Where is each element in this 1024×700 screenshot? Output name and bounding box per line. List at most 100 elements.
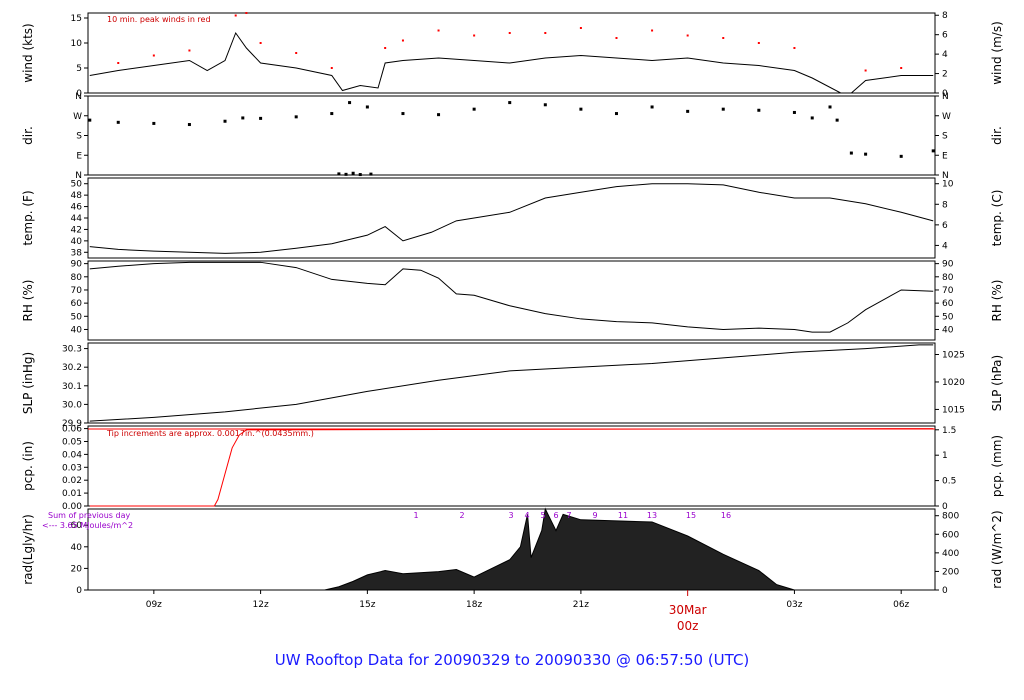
- panel-frame: [87, 425, 936, 507]
- date-label: 30Mar: [669, 603, 707, 617]
- radiation-sum-note: Sum of previous day: [48, 511, 130, 520]
- left-tick-label: 0.06: [62, 425, 82, 435]
- panel-frame: [87, 260, 936, 341]
- title-prefix: UW Rooftop Data for: [274, 651, 429, 669]
- left-tick-label: 70: [71, 286, 83, 296]
- right-tick-label: 10: [942, 180, 954, 190]
- peak-wind-mark: [384, 47, 387, 49]
- left-tick-label: 20: [71, 564, 83, 574]
- direction-point: [259, 116, 263, 120]
- direction-point: [931, 149, 935, 153]
- left-tick-label: 60: [71, 299, 83, 309]
- x-tick-label: 06z: [893, 600, 909, 610]
- direction-point: [344, 172, 348, 176]
- left-tick-label: 40: [71, 237, 83, 247]
- direction-point: [508, 101, 512, 105]
- y-axis-label-left: SLP (inHg): [21, 352, 35, 414]
- peak-wind-mark: [722, 37, 725, 39]
- right-tick-label: 40: [942, 325, 954, 335]
- y-axis-label-right: SLP (hPa): [990, 355, 1004, 411]
- left-tick-label: 40: [71, 325, 83, 335]
- direction-point: [543, 103, 547, 107]
- left-tick-label: N: [75, 171, 82, 181]
- left-tick-label: 90: [71, 260, 83, 270]
- direction-point: [351, 171, 355, 175]
- peak-wind-mark: [757, 42, 760, 44]
- peak-wind-mark: [188, 49, 191, 52]
- y-axis-label-left: RH (%): [21, 280, 35, 322]
- radiation-sum-value: <--- 3.65 MJoules/m^2: [42, 521, 133, 530]
- left-tick-label: 0.04: [62, 450, 82, 460]
- radiation-area: [324, 507, 795, 591]
- right-tick-label: 4: [942, 50, 948, 60]
- left-tick-label: 80: [71, 273, 83, 283]
- title-timezone: (UTC): [707, 651, 750, 669]
- right-tick-label: 0: [942, 586, 948, 596]
- peak-wind-mark: [245, 12, 248, 14]
- left-tick-label: 0.00: [62, 502, 82, 512]
- left-tick-label: 48: [71, 191, 83, 201]
- hour-label: 4: [524, 511, 529, 520]
- hour-label: 16: [721, 511, 731, 520]
- hour-label: 13: [647, 511, 657, 520]
- peak-wind-mark: [437, 29, 440, 32]
- panel-pcp: 0.00 0.01 0.02 0.03 0.04 0.05 0.06 0 0.5 1 1.5 pcp.…: [21, 425, 1004, 512]
- right-tick-label: 0: [942, 89, 948, 99]
- left-tick-label: 0.01: [62, 489, 82, 499]
- direction-point: [828, 105, 832, 109]
- series-line-pcp: [89, 428, 934, 507]
- direction-point: [241, 116, 245, 120]
- right-tick-label: 0.5: [942, 477, 956, 487]
- x-tick-label: 15z: [359, 600, 375, 610]
- peak-wind-mark: [234, 14, 237, 17]
- right-tick-label: 1015: [942, 405, 965, 415]
- right-tick-label: 200: [942, 567, 959, 577]
- right-tick-label: 90: [942, 260, 954, 270]
- direction-point: [472, 107, 476, 111]
- right-tick-label: 6: [942, 31, 948, 41]
- y-axis-label-right: dir.: [990, 126, 1004, 145]
- right-tick-label: 2: [942, 70, 948, 80]
- peak-wind-mark: [295, 52, 298, 54]
- left-tick-label: 29.9: [62, 419, 82, 429]
- left-tick-label: 38: [71, 248, 83, 258]
- peak-wind-mark: [401, 39, 404, 42]
- y-axis-label-right: temp. (C): [990, 190, 1004, 247]
- panel-frame: [87, 177, 936, 259]
- hour-label: 9: [592, 511, 597, 520]
- right-tick-label: 6: [942, 221, 948, 231]
- peak-wind-mark: [544, 32, 547, 34]
- right-tick-label: E: [942, 151, 948, 161]
- y-axis-label-right: pcp. (mm): [990, 435, 1004, 497]
- left-tick-label: 30.1: [62, 382, 82, 392]
- left-tick-label: W: [73, 112, 82, 122]
- hour-label: 5: [540, 511, 545, 520]
- direction-point: [88, 118, 92, 122]
- direction-point: [358, 173, 362, 177]
- hour-label: 3: [508, 511, 513, 520]
- left-tick-label: 15: [71, 14, 82, 24]
- left-tick-label: 46: [71, 203, 83, 213]
- left-tick-label: 42: [71, 225, 82, 235]
- left-tick-label: 44: [71, 214, 83, 224]
- direction-point: [614, 112, 618, 116]
- hour-label: 15: [686, 511, 696, 520]
- y-axis-label-right: wind (m/s): [990, 21, 1004, 85]
- y-axis-label-left: rad(Lgly/hr): [21, 514, 35, 585]
- direction-point: [757, 108, 761, 112]
- left-tick-label: 10: [71, 39, 83, 49]
- left-tick-label: 30.2: [62, 363, 82, 373]
- title-start-date: 20090329: [433, 651, 511, 669]
- right-tick-label: 1: [942, 451, 948, 461]
- peak-wind-mark: [579, 27, 582, 29]
- x-tick-label: 21z: [573, 600, 589, 610]
- left-tick-label: 0.03: [62, 463, 82, 473]
- peak-wind-mark: [615, 37, 618, 39]
- left-tick-label: 30.0: [62, 400, 82, 410]
- right-tick-label: 600: [942, 530, 959, 540]
- left-tick-label: 50: [71, 312, 83, 322]
- direction-point: [579, 107, 583, 111]
